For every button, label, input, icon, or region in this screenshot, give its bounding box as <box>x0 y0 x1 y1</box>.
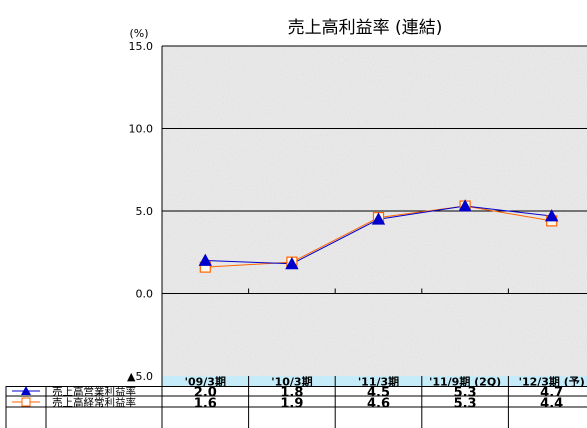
data-label: 1.6 <box>194 397 217 412</box>
data-point <box>545 209 559 222</box>
data-label: 4.5 <box>367 386 390 401</box>
data-label: 2.0 <box>194 386 217 401</box>
category-label: '12/3期 (予) <box>519 375 585 389</box>
table-header-bg <box>162 376 587 386</box>
legend-label: 売上高経常利益率 <box>52 396 136 409</box>
data-point <box>458 199 472 212</box>
y-axis-unit: (%) <box>129 27 148 40</box>
data-label: 4.4 <box>540 397 563 412</box>
y-tick-label: 5.0 <box>136 205 154 218</box>
y-tick-label: 15.0 <box>129 40 154 53</box>
chart-title: 売上高利益率 (連結) <box>288 18 443 38</box>
category-label: '10/3期 <box>271 375 312 389</box>
y-tick-label: ▲5.0 <box>127 370 153 383</box>
y-tick-label: 10.0 <box>129 123 154 136</box>
data-label: 4.6 <box>367 397 390 412</box>
data-label: 1.8 <box>280 386 303 401</box>
data-label: 4.7 <box>540 386 563 401</box>
data-label: 5.3 <box>454 397 477 412</box>
category-label: '11/3期 <box>358 375 399 389</box>
y-tick-label: 0.0 <box>136 288 154 301</box>
legend-marker <box>21 397 31 407</box>
data-label: 5.3 <box>454 386 477 401</box>
data-point <box>198 253 212 266</box>
legend-label: 売上高営業利益率 <box>52 385 136 398</box>
data-point <box>371 212 386 225</box>
data-label: 1.9 <box>280 397 303 412</box>
category-label: '11/9期 (2Q) <box>429 375 501 389</box>
category-label: '09/3期 <box>185 375 226 389</box>
data-point <box>285 256 299 270</box>
legend-marker <box>21 386 31 395</box>
